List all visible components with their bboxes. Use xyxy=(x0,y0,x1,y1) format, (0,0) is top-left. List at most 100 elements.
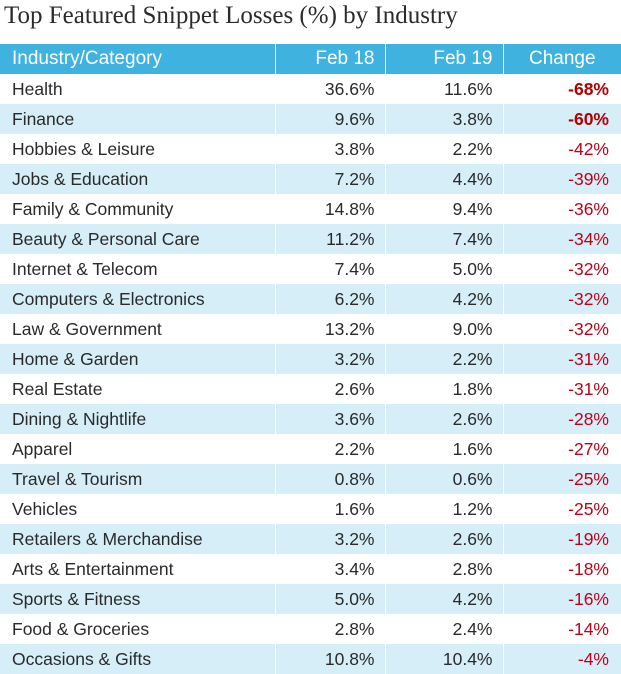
feb-18-cell: 1.6% xyxy=(275,494,386,524)
feb-19-cell: 1.8% xyxy=(385,374,504,404)
table-row: Health 36.6% 11.6% -68% xyxy=(0,74,621,104)
feb-18-cell: 3.6% xyxy=(275,404,386,434)
table-row: Travel & Tourism 0.8% 0.6% -25% xyxy=(0,464,621,494)
change-cell: -31% xyxy=(503,374,621,404)
feb-18-cell: 2.8% xyxy=(275,614,386,644)
table-header-row: Industry/Category Feb 18 Feb 19 Change xyxy=(0,44,621,74)
feb-19-cell: 4.2% xyxy=(385,584,504,614)
change-cell: -19% xyxy=(503,524,621,554)
column-header-change: Change xyxy=(503,44,621,74)
feb-19-cell: 0.6% xyxy=(385,464,504,494)
feb-18-cell: 3.8% xyxy=(275,134,386,164)
industry-cell: Travel & Tourism xyxy=(0,464,276,494)
industry-cell: Law & Government xyxy=(0,314,276,344)
change-cell: -18% xyxy=(503,554,621,584)
table-row: Real Estate 2.6% 1.8% -31% xyxy=(0,374,621,404)
change-cell: -31% xyxy=(503,344,621,374)
industry-cell: Hobbies & Leisure xyxy=(0,134,276,164)
industry-cell: Beauty & Personal Care xyxy=(0,224,276,254)
feb-18-cell: 3.4% xyxy=(275,554,386,584)
industry-cell: Retailers & Merchandise xyxy=(0,524,276,554)
industry-cell: Family & Community xyxy=(0,194,276,224)
table-row: Jobs & Education 7.2% 4.4% -39% xyxy=(0,164,621,194)
change-cell: -28% xyxy=(503,404,621,434)
table-row: Hobbies & Leisure 3.8% 2.2% -42% xyxy=(0,134,621,164)
change-cell: -36% xyxy=(503,194,621,224)
feb-18-cell: 3.2% xyxy=(275,344,386,374)
feb-18-cell: 0.8% xyxy=(275,464,386,494)
industry-cell: Occasions & Gifts xyxy=(0,644,276,674)
feb-18-cell: 11.2% xyxy=(275,224,386,254)
table-row: Sports & Fitness 5.0% 4.2% -16% xyxy=(0,584,621,614)
feb-18-cell: 9.6% xyxy=(275,104,386,134)
table-row: Family & Community 14.8% 9.4% -36% xyxy=(0,194,621,224)
change-cell: -42% xyxy=(503,134,621,164)
industry-cell: Health xyxy=(0,74,276,104)
feb-18-cell: 13.2% xyxy=(275,314,386,344)
industry-cell: Arts & Entertainment xyxy=(0,554,276,584)
change-cell: -32% xyxy=(503,284,621,314)
change-cell: -60% xyxy=(503,104,621,134)
change-cell: -25% xyxy=(503,494,621,524)
feb-19-cell: 3.8% xyxy=(385,104,504,134)
feb-18-cell: 6.2% xyxy=(275,284,386,314)
feb-19-cell: 1.6% xyxy=(385,434,504,464)
change-cell: -39% xyxy=(503,164,621,194)
feb-18-cell: 10.8% xyxy=(275,644,386,674)
industry-cell: Dining & Nightlife xyxy=(0,404,276,434)
feb-19-cell: 2.2% xyxy=(385,134,504,164)
feb-19-cell: 2.4% xyxy=(385,614,504,644)
table-row: Apparel 2.2% 1.6% -27% xyxy=(0,434,621,464)
chart-title: Top Featured Snippet Losses (%) by Indus… xyxy=(4,2,458,29)
feb-19-cell: 7.4% xyxy=(385,224,504,254)
table-row: Retailers & Merchandise 3.2% 2.6% -19% xyxy=(0,524,621,554)
change-cell: -16% xyxy=(503,584,621,614)
change-cell: -32% xyxy=(503,254,621,284)
feb-19-cell: 11.6% xyxy=(385,74,504,104)
change-cell: -27% xyxy=(503,434,621,464)
feb-19-cell: 2.6% xyxy=(385,404,504,434)
feb-18-cell: 3.2% xyxy=(275,524,386,554)
table-row: Beauty & Personal Care 11.2% 7.4% -34% xyxy=(0,224,621,254)
table-row: Occasions & Gifts 10.8% 10.4% -4% xyxy=(0,644,621,674)
column-header-industry: Industry/Category xyxy=(0,44,276,74)
feb-19-cell: 9.4% xyxy=(385,194,504,224)
industry-cell: Vehicles xyxy=(0,494,276,524)
feb-19-cell: 2.2% xyxy=(385,344,504,374)
change-cell: -14% xyxy=(503,614,621,644)
feb-18-cell: 2.6% xyxy=(275,374,386,404)
feb-18-cell: 14.8% xyxy=(275,194,386,224)
industry-cell: Food & Groceries xyxy=(0,614,276,644)
feb-18-cell: 7.2% xyxy=(275,164,386,194)
table-row: Vehicles 1.6% 1.2% -25% xyxy=(0,494,621,524)
snippet-losses-table: Industry/Category Feb 18 Feb 19 Change H… xyxy=(0,44,621,674)
table-row: Dining & Nightlife 3.6% 2.6% -28% xyxy=(0,404,621,434)
table-row: Home & Garden 3.2% 2.2% -31% xyxy=(0,344,621,374)
industry-cell: Home & Garden xyxy=(0,344,276,374)
table-row: Internet & Telecom 7.4% 5.0% -32% xyxy=(0,254,621,284)
table-row: Food & Groceries 2.8% 2.4% -14% xyxy=(0,614,621,644)
feb-18-cell: 7.4% xyxy=(275,254,386,284)
table-row: Computers & Electronics 6.2% 4.2% -32% xyxy=(0,284,621,314)
feb-19-cell: 1.2% xyxy=(385,494,504,524)
industry-cell: Jobs & Education xyxy=(0,164,276,194)
feb-18-cell: 36.6% xyxy=(275,74,386,104)
table-body: Health 36.6% 11.6% -68% Finance 9.6% 3.8% -60% H… xyxy=(0,74,621,674)
table-row: Law & Government 13.2% 9.0% -32% xyxy=(0,314,621,344)
feb-18-cell: 5.0% xyxy=(275,584,386,614)
industry-cell: Real Estate xyxy=(0,374,276,404)
column-header-feb-19: Feb 19 xyxy=(385,44,504,74)
change-cell: -32% xyxy=(503,314,621,344)
feb-19-cell: 10.4% xyxy=(385,644,504,674)
industry-cell: Sports & Fitness xyxy=(0,584,276,614)
table-row: Finance 9.6% 3.8% -60% xyxy=(0,104,621,134)
feb-19-cell: 2.8% xyxy=(385,554,504,584)
feb-19-cell: 2.6% xyxy=(385,524,504,554)
industry-cell: Apparel xyxy=(0,434,276,464)
industry-cell: Finance xyxy=(0,104,276,134)
feb-19-cell: 9.0% xyxy=(385,314,504,344)
column-header-feb-18: Feb 18 xyxy=(275,44,386,74)
feb-18-cell: 2.2% xyxy=(275,434,386,464)
feb-19-cell: 4.4% xyxy=(385,164,504,194)
change-cell: -34% xyxy=(503,224,621,254)
